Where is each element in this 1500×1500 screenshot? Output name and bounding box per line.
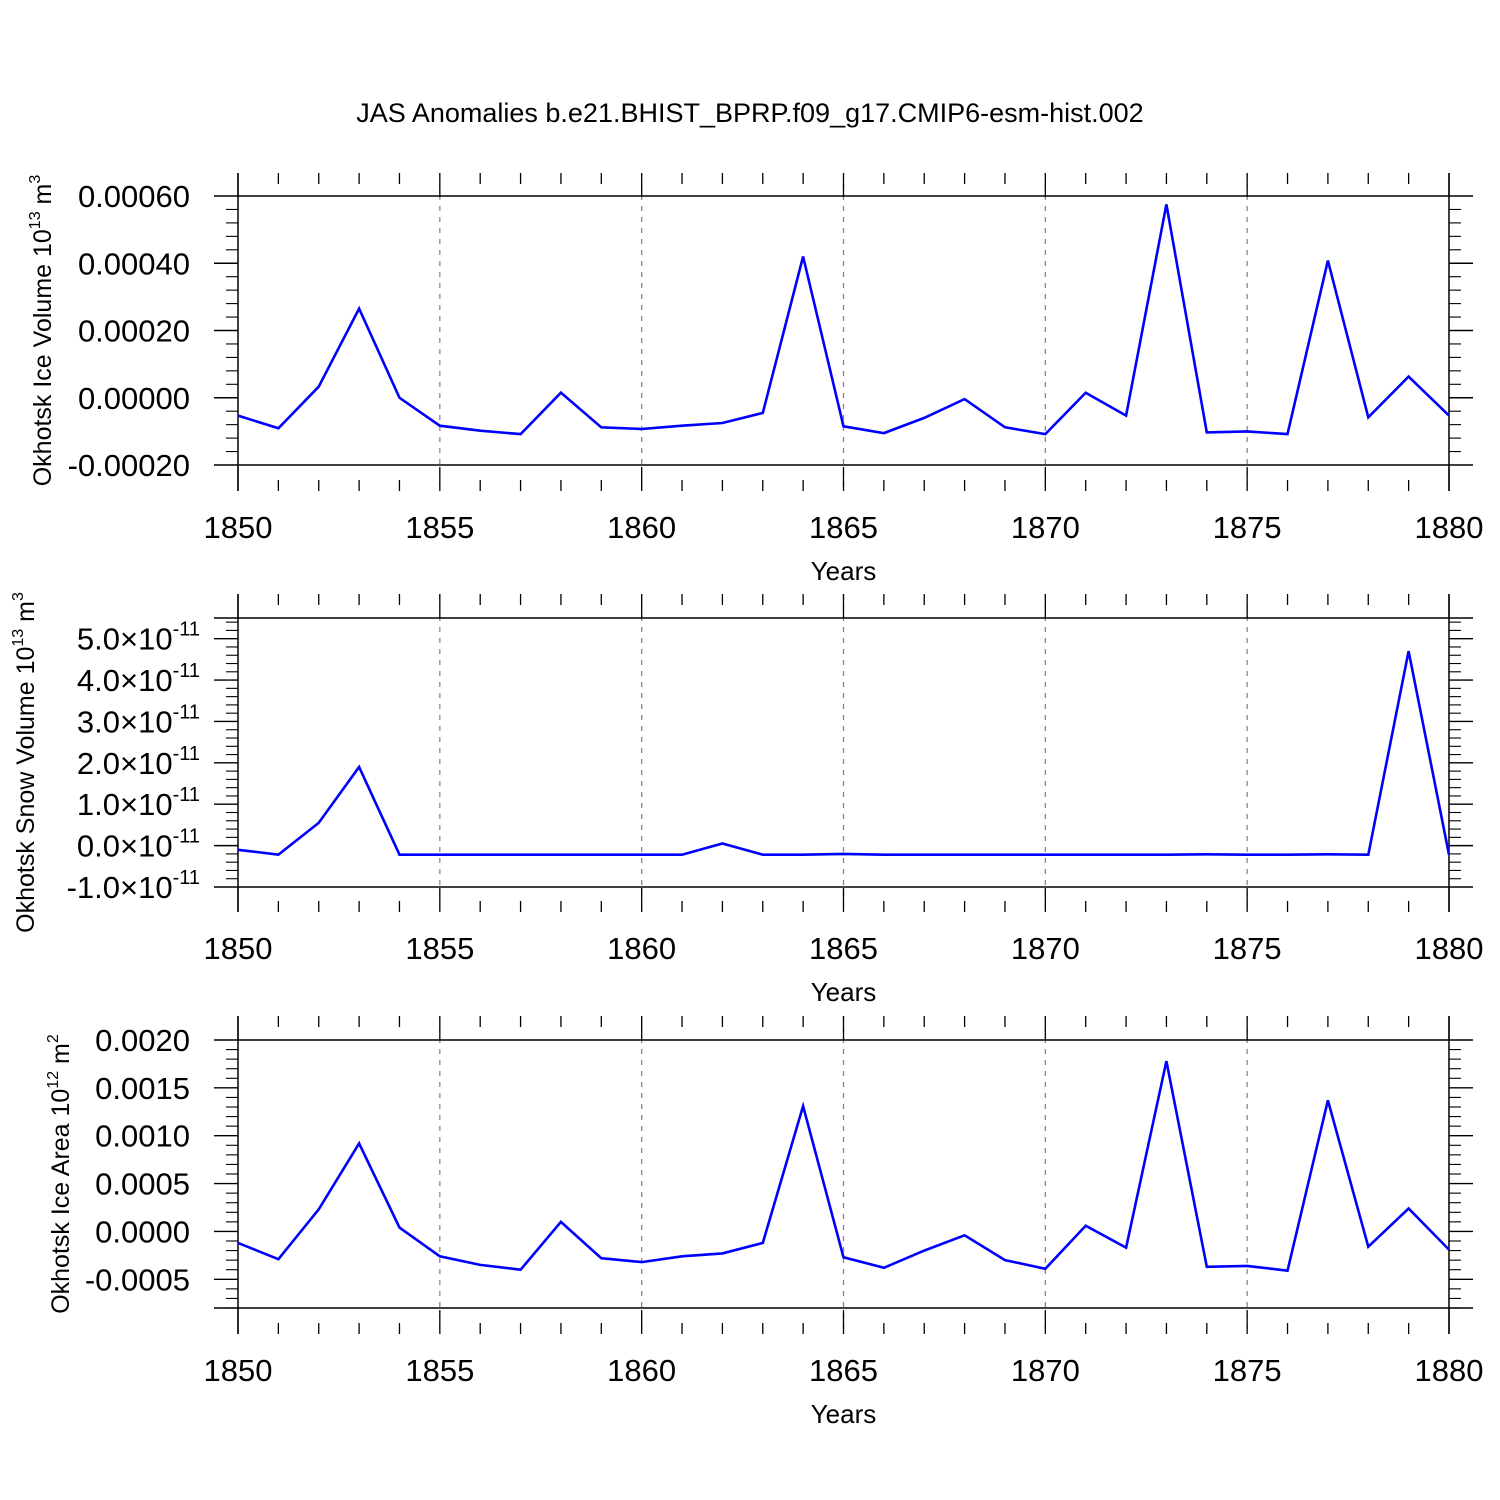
y-axis-label: Okhotsk Ice Area 1012 m2 xyxy=(45,1034,75,1314)
y-tick-label: 0.0×10-11 xyxy=(77,826,200,864)
x-tick-label: 1875 xyxy=(1213,1353,1282,1388)
y-axis-label: Okhotsk Ice Volume 1013 m3 xyxy=(27,175,57,487)
x-axis-label: Years xyxy=(811,977,877,1007)
y-tick-label: 1.0×10-11 xyxy=(77,784,200,822)
x-tick-label: 1850 xyxy=(204,1353,273,1388)
x-tick-label: 1875 xyxy=(1213,510,1282,545)
y-tick-label: 3.0×10-11 xyxy=(77,701,200,739)
x-tick-label: 1865 xyxy=(809,931,878,966)
series-line xyxy=(237,650,1451,857)
x-axis-label: Years xyxy=(811,556,877,586)
y-tick-label: 0.0000 xyxy=(95,1214,190,1249)
series-line xyxy=(237,1060,1450,1273)
x-tick-label: 1855 xyxy=(405,931,474,966)
y-tick-label: 4.0×10-11 xyxy=(77,660,200,698)
y-tick-label: 0.00020 xyxy=(78,314,190,349)
y-tick-label: 0.0020 xyxy=(95,1023,190,1058)
y-tick-label: 0.00040 xyxy=(78,246,190,281)
x-tick-label: 1865 xyxy=(809,1353,878,1388)
x-tick-label: 1850 xyxy=(204,931,273,966)
y-tick-label: 5.0×10-11 xyxy=(77,619,200,657)
x-tick-label: 1860 xyxy=(607,1353,676,1388)
chart-panel-1: 1850 1855 1860 1865 1870 1875 1880 Years 0.00060… xyxy=(27,173,1483,586)
x-tick-label: 1850 xyxy=(204,510,273,545)
series-line xyxy=(237,204,1450,436)
x-tick-label: 1880 xyxy=(1415,931,1484,966)
x-tick-label: 1870 xyxy=(1011,931,1080,966)
y-tick-label: 0.0005 xyxy=(95,1167,190,1202)
chart-panel-2: 1850 1855 1860 1865 1870 1875 1880 Years 5.0×10-… xyxy=(10,592,1483,1007)
y-tick-label: 0.0015 xyxy=(95,1071,190,1106)
x-tick-label: 1855 xyxy=(405,1353,474,1388)
chart-title: JAS Anomalies b.e21.BHIST_BPRP.f09_g17.C… xyxy=(356,98,1143,128)
x-tick-label: 1865 xyxy=(809,510,878,545)
y-tick-label: 0.00060 xyxy=(78,179,190,214)
x-tick-label: 1855 xyxy=(405,510,474,545)
x-tick-label: 1880 xyxy=(1415,510,1484,545)
y-tick-label: 2.0×10-11 xyxy=(77,743,200,781)
y-tick-label: 0.0010 xyxy=(95,1119,190,1154)
x-tick-label: 1880 xyxy=(1415,1353,1484,1388)
y-tick-label: 0.00000 xyxy=(78,381,190,416)
x-axis-label: Years xyxy=(811,1399,877,1429)
y-tick-label: -0.0005 xyxy=(85,1262,190,1297)
x-tick-label: 1875 xyxy=(1213,931,1282,966)
chart-panel-3: 1850 1855 1860 1865 1870 1875 1880 Years 0.0020 0… xyxy=(45,1016,1483,1429)
x-tick-label: 1860 xyxy=(607,510,676,545)
y-tick-label: -0.00020 xyxy=(68,448,190,483)
x-tick-label: 1870 xyxy=(1011,510,1080,545)
y-axis-label: Okhotsk Snow Volume 1013 m3 xyxy=(10,592,40,933)
x-tick-label: 1870 xyxy=(1011,1353,1080,1388)
x-tick-label: 1860 xyxy=(607,931,676,966)
y-tick-label: -1.0×10-11 xyxy=(67,867,200,905)
